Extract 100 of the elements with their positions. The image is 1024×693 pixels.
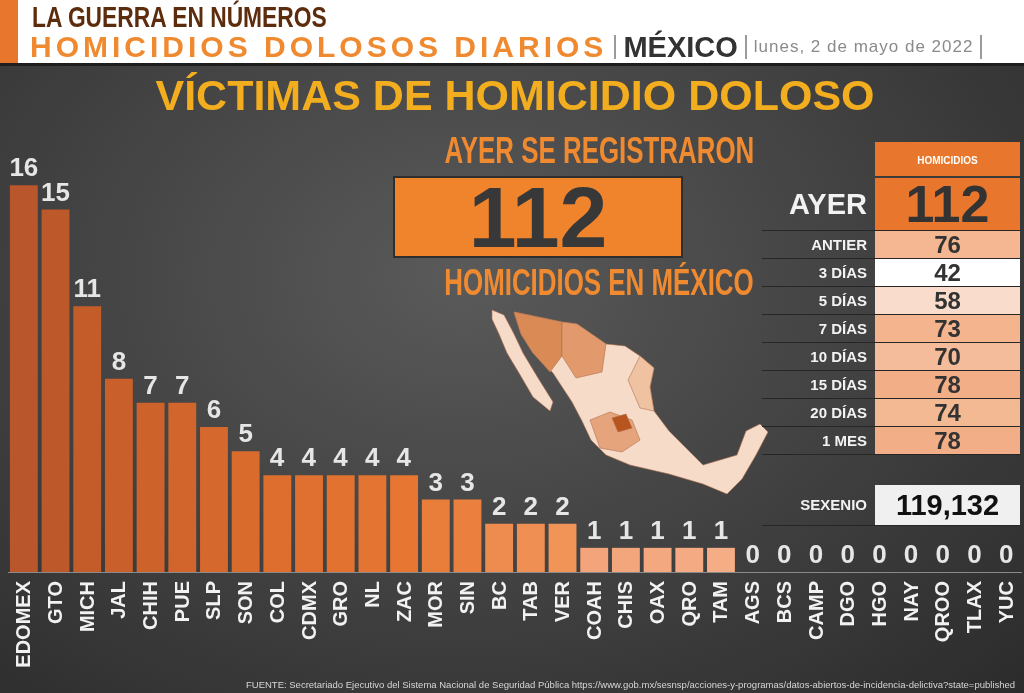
text: 76 [934,231,961,258]
text: MÉXICO [623,31,738,63]
data-label: 7 [143,369,158,400]
category-label: 5 DÍAS [818,292,867,309]
bar [295,475,323,572]
x-tick-label: GTO [44,581,67,624]
data-label: 15 [41,176,70,207]
data-label: 8 [111,345,127,376]
bar [675,547,704,572]
bar [9,185,38,572]
data-label: 11 [73,273,101,304]
data-label: 0 [967,539,982,569]
text: HOMICIDIOS [917,155,978,166]
category-label: 10 DÍAS [810,348,867,365]
x-tick-label: NL [360,581,383,608]
x-tick-label: HGO [867,581,890,627]
bar [73,306,102,572]
x-tick-label: BCS [772,581,795,624]
x-tick-label: MOR [424,580,447,628]
data-label: 7 [175,369,190,400]
x-tick-label: PUE [170,581,193,623]
text: 42 [934,259,961,286]
x-tick-label: EDOMEX [12,580,35,668]
category-label: 1 MES [821,432,867,449]
data-label: 4 [301,442,317,473]
bar [231,451,260,572]
bar [453,499,482,572]
data-label: 0 [998,539,1014,569]
data-label: 112 [468,169,608,265]
x-tick-label: OAX [646,580,669,625]
bar [390,475,419,572]
x-tick-label: QROO [931,581,954,643]
x-tick-label: CAMP [804,581,827,640]
x-tick-label: CHIS [614,581,637,629]
text: 112 [905,175,990,233]
data-label: 1 [650,514,665,545]
x-tick-label: COL [265,581,288,624]
data-label: 16 [9,152,39,183]
data-label: 4 [396,442,412,473]
data-label: 2 [523,490,539,521]
source-note: FUENTE: Secretariado Ejecutivo del Sistema Nacional de Seguridad Pública https://www.gob.mx/sesnsp/acciones-y-programas/datos-abiertos-de-incidencia-delictiva?state=published [246,679,1016,690]
data-label: 0 [872,539,887,569]
data-label: 0 [808,539,824,569]
text: 119,132 [895,489,1000,521]
data-label: 2 [491,490,507,521]
data-label: 1 [586,514,602,545]
x-tick-label: JAL [107,581,130,619]
x-tick-label: TAM [709,581,732,623]
bar [168,402,197,572]
x-tick-label: SIN [455,581,478,615]
x-tick-label: MICH [75,581,98,633]
bar [136,402,165,572]
text: 73 [934,315,961,342]
data-label: 4 [269,442,285,473]
data-label: 0 [840,539,855,569]
category-label: SEXENIO [800,496,867,513]
data-label: 1 [682,514,697,545]
bar [643,547,672,572]
bar [611,547,640,572]
text: lunes, 2 de mayo de 2022 [753,36,974,58]
x-tick-label: BC [487,581,510,610]
bar [548,523,577,572]
data-label: 2 [555,490,570,521]
data-label: 0 [777,539,792,569]
bar [516,523,545,572]
x-tick-label: TLAX [962,580,985,634]
category-label: AYER [789,188,867,220]
category-label: 15 DÍAS [810,376,867,393]
x-tick-label: QRO [677,581,700,627]
chart-title: VÍCTIMAS DE HOMICIDIO DOLOSO [155,70,875,119]
x-tick-label: YUC [994,581,1017,624]
data-label: 1 [713,514,729,545]
text: AYER SE REGISTRARON [444,130,755,171]
text: 74 [934,399,961,426]
bar [580,547,609,572]
text: 58 [934,287,961,314]
data-label: 3 [428,466,444,497]
text: HOMICIDIOS DOLOSOS DIARIOS [30,30,608,63]
x-tick-label: SLP [202,581,225,620]
data-label: 6 [206,394,222,425]
x-tick-label: NAY [899,580,922,622]
text: 70 [934,343,961,370]
category-label: 20 DÍAS [810,404,867,421]
x-tick-label: AGS [741,581,764,625]
data-label: 4 [364,442,380,473]
data-label: 3 [460,466,475,497]
bar [485,523,514,572]
data-label: 5 [238,418,253,449]
bar [326,475,355,572]
x-tick-label: COAH [582,581,605,640]
bar [707,547,735,572]
bar [263,475,292,572]
category-label: 7 DÍAS [818,320,867,337]
x-tick-label: TAB [519,581,542,621]
category-label: 3 DÍAS [818,264,867,281]
x-tick-label: SON [234,581,257,625]
x-tick-label: DGO [836,581,859,627]
bar [104,378,133,572]
bar [358,475,387,572]
x-tick-label: CDMX [297,580,320,640]
